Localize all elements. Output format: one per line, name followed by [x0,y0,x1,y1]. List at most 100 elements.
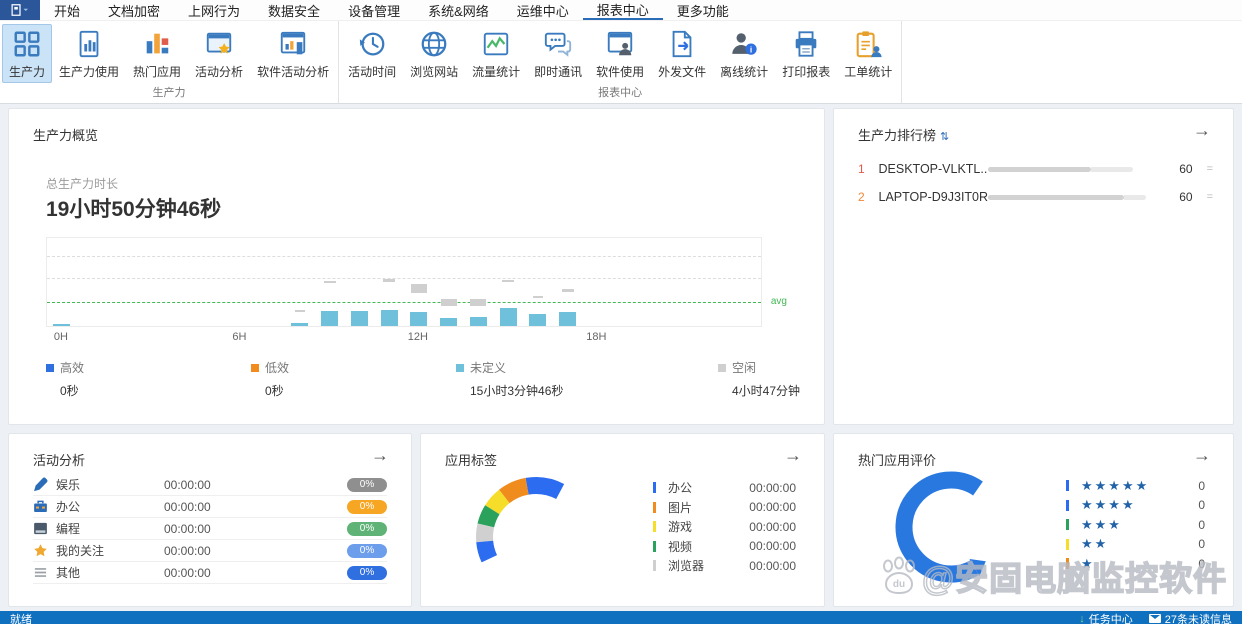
star-rating: ★★★ [1081,516,1122,532]
legend-item: 高效 0秒 [46,359,251,399]
ribbon-button-globe[interactable]: 浏览网站 [403,24,465,83]
legend-tick [1066,480,1069,492]
activity-row[interactable]: 办公 00:00:00 0% [33,496,387,518]
ribbon-button-window-user[interactable]: 软件使用 [589,24,651,83]
legend-tick [1066,558,1069,570]
undefined-bar [53,324,71,326]
undefined-bar [410,312,428,326]
ribbon-button-clock-history[interactable]: 活动时间 [341,24,403,83]
ribbon-button-label: 软件使用 [596,65,645,79]
download-arrow-icon: ↓ [1079,612,1085,624]
legend-item: 空闲 4小时47分钟 [718,359,806,399]
unread-messages-button[interactable]: 27条未读信息 [1148,611,1232,624]
ribbon-button-chat[interactable]: 即时通讯 [527,24,589,83]
sort-icon[interactable]: ⇅ [940,131,950,143]
ribbon-button-label: 活动分析 [195,65,244,79]
ranking-row[interactable]: 1 DESKTOP-VLKTL... 60 = [858,162,1213,176]
arrow-right-icon[interactable]: → [371,445,389,465]
ribbon-button-printer[interactable]: 打印报表 [775,24,837,83]
task-center-label: 任务中心 [1088,613,1133,624]
arrow-right-icon[interactable]: → [1193,445,1211,465]
ribbon-button-label: 生产力 [9,65,46,79]
menu-item-1[interactable]: 开始 [54,3,81,19]
clock-history-icon [356,28,388,60]
legend-swatch [456,363,464,372]
card-productivity-overview: 生产力概览 总生产力时长 19小时50分钟46秒 avg 0H 6H 12H 18H … [8,108,825,425]
idle-segment [502,280,515,282]
document-chart-icon [73,28,105,60]
undefined-bar [440,318,458,326]
card-hot-app-rating: 热门应用评价 → ★★★★★ 0 ★★★★ 0 ★★★ 0 ★★ 0 ★ 0 [833,433,1234,607]
svg-text:i: i [750,44,752,54]
window-star-icon [203,28,235,60]
x-tick-label: 6H [232,331,247,343]
idle-segment [410,284,427,293]
line-chart-icon [480,28,512,60]
undefined-bar [499,308,517,326]
ribbon-button-bar-chart[interactable]: 热门应用 [126,24,188,83]
menu-item-5[interactable]: 设备管理 [348,3,401,19]
ribbon-button-label: 活动时间 [348,65,397,79]
ribbon-button-user-info[interactable]: i 离线统计 [713,24,775,83]
ribbon-button-window-chart[interactable]: 软件活动分析 [250,24,336,83]
activity-row[interactable]: 其他 00:00:00 0% [33,562,387,584]
ribbon-button-label: 软件活动分析 [257,65,330,79]
rating-row: ★★★★ 0 [1066,496,1205,516]
legend-tick [653,482,656,494]
app-tag-row: 视频 00:00:00 [653,537,796,557]
activity-row[interactable]: 编程 00:00:00 0% [33,518,387,540]
legend-tick [653,521,656,533]
ribbon-group-1: 生产力 生产力使用 热门应用 活动分析 软件活动分析 生产力 [0,21,340,103]
ribbon-button-document-chart[interactable]: 生产力使用 [52,24,126,83]
total-duration-label: 总生产力时长 [46,177,119,191]
menu-item-8[interactable]: 报表中心 [582,0,663,20]
percent-badge: 0% [347,499,387,514]
rating-row: ★★★★★ 0 [1066,476,1205,496]
percent-badge: 0% [347,543,387,558]
legend-tick [653,560,656,572]
ribbon-button-label: 外发文件 [658,65,707,79]
ribbon-button-label: 即时通讯 [534,65,583,79]
menu-item-3[interactable]: 上网行为 [188,3,241,19]
ribbon-button-clipboard-user[interactable]: 工单统计 [837,24,899,83]
ribbon-group-label: 生产力 [152,87,186,99]
ribbon-button-line-chart[interactable]: 流量统计 [465,24,527,83]
ribbon-button-grid[interactable]: 生产力 [2,24,53,83]
file-export-icon [666,28,698,60]
activity-row[interactable]: 娱乐 00:00:00 0% [33,474,387,496]
app-menu-button[interactable] [0,0,40,20]
ribbon-button-label: 生产力使用 [59,65,120,79]
card-title: 生产力概览 [33,128,99,143]
menu-item-7[interactable]: 运维中心 [516,3,569,19]
ribbon-button-label: 浏览网站 [410,65,459,79]
star-rating: ★★★★★ [1081,477,1150,493]
app-menu-icon [11,4,29,16]
ranking-row[interactable]: 2 LAPTOP-D9J3IT0R 60 = [858,190,1213,204]
ribbon-button-window-star[interactable]: 活动分析 [188,24,250,83]
ribbon-button-file-export[interactable]: 外发文件 [651,24,713,83]
undefined-bar [559,312,577,326]
trend-equal-icon: = [1206,163,1213,175]
arrow-right-icon[interactable]: → [784,445,802,465]
percent-badge: 0% [347,521,387,536]
app-tag-row: 游戏 00:00:00 [653,517,796,537]
menu-item-6[interactable]: 系统&网络 [428,3,489,19]
score-bar [988,166,1154,172]
task-center-button[interactable]: ↓ 任务中心 [1079,611,1133,624]
app-tags-legend: 办公 00:00:00 图片 00:00:00 游戏 00:00:00 视频 00:00:00… [653,478,796,576]
rating-row: ★★ 0 [1066,535,1205,555]
arrow-right-icon[interactable]: → [1193,120,1211,140]
undefined-bar [291,323,309,326]
ribbon-button-label: 离线统计 [720,65,769,79]
activity-row[interactable]: 我的关注 00:00:00 0% [33,540,387,562]
bar-chart-icon [141,28,173,60]
ranking-list: 1 DESKTOP-VLKTL... 60 = 2 LAPTOP-D9J3IT0R 60 = [834,155,1233,211]
idle-segment [383,279,396,282]
menu-item-2[interactable]: 文档加密 [108,3,161,19]
menu-item-4[interactable]: 数据安全 [268,3,321,19]
microphone-icon [33,477,48,492]
idle-segment [323,281,336,283]
ribbon-button-label: 工单统计 [844,65,893,79]
menu-item-9[interactable]: 更多功能 [676,3,729,19]
idle-segment [440,299,457,306]
